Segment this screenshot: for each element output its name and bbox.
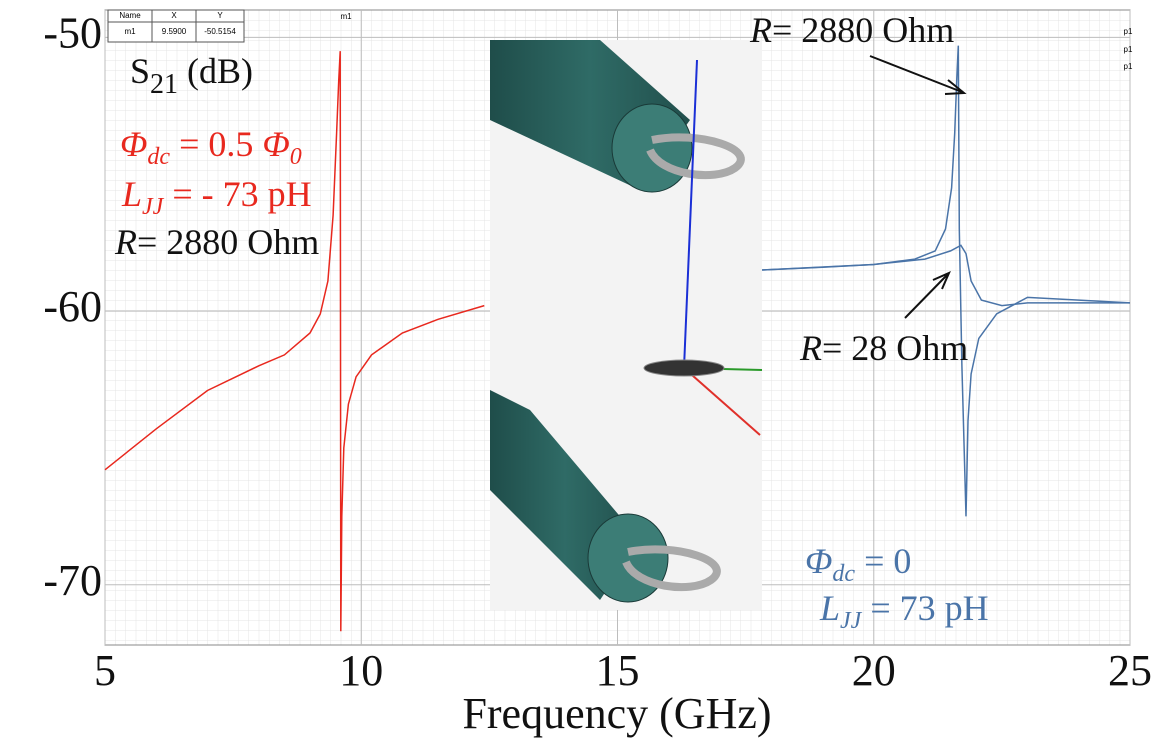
x-tick-label: 15 xyxy=(596,646,640,695)
x-tick-label: 20 xyxy=(852,646,896,695)
port-label: p1 xyxy=(1124,62,1133,71)
text: dc xyxy=(147,144,170,170)
text: = 0.5 xyxy=(170,124,262,164)
inset-image xyxy=(490,40,762,610)
annotation: R= 28 Ohm xyxy=(799,328,968,368)
marker-label: m1 xyxy=(340,12,352,21)
x-tick-label: 25 xyxy=(1108,646,1152,695)
text: = 28 Ohm xyxy=(822,328,968,368)
port-label: p1 xyxy=(1124,45,1133,54)
text: Φ xyxy=(262,124,289,164)
text: R xyxy=(749,10,772,50)
text: Φ xyxy=(120,124,147,164)
table-header: Name xyxy=(119,11,141,20)
port-label: p1 xyxy=(1124,27,1133,36)
text: R xyxy=(114,222,137,262)
text: dc xyxy=(832,561,855,587)
text: = - 73 pH xyxy=(163,174,311,214)
table-header: Y xyxy=(217,11,223,20)
text: 21 xyxy=(150,69,178,100)
annotation: Φdc = 0.5 Φ0 xyxy=(120,124,302,169)
y-tick-label: -60 xyxy=(43,282,102,331)
text: = 2880 Ohm xyxy=(772,10,954,50)
text: = 2880 Ohm xyxy=(137,222,319,262)
x-tick-label: 10 xyxy=(339,646,383,695)
x-tick-label: 5 xyxy=(94,646,116,695)
marker-table: Name X Y m1 9.5900 -50.5154 xyxy=(108,10,244,42)
text: JJ xyxy=(142,194,165,220)
text: R xyxy=(799,328,822,368)
table-cell: -50.5154 xyxy=(204,27,236,36)
chart: -70 -60 -50 5 10 15 20 25 Name X Y m1 9.5900 -5… xyxy=(0,0,1164,755)
text: = 73 pH xyxy=(861,588,988,628)
text: (dB) xyxy=(178,51,253,91)
table-cell: 9.5900 xyxy=(162,27,187,36)
text: JJ xyxy=(840,608,863,634)
text: 0 xyxy=(290,144,302,170)
annotation: R= 2880 Ohm xyxy=(114,222,319,262)
text: Φ xyxy=(805,541,832,581)
annotation: Φdc = 0 xyxy=(805,541,911,586)
table-header: X xyxy=(171,11,177,20)
x-axis-title: Frequency (GHz) xyxy=(462,689,771,738)
text: = 0 xyxy=(855,541,911,581)
table-cell: m1 xyxy=(124,27,136,36)
text: L xyxy=(121,174,142,214)
text: S xyxy=(130,51,150,91)
annotation: R= 2880 Ohm xyxy=(749,10,954,50)
y-tick-label: -50 xyxy=(43,8,102,57)
text: L xyxy=(819,588,840,628)
y-tick-label: -70 xyxy=(43,556,102,605)
